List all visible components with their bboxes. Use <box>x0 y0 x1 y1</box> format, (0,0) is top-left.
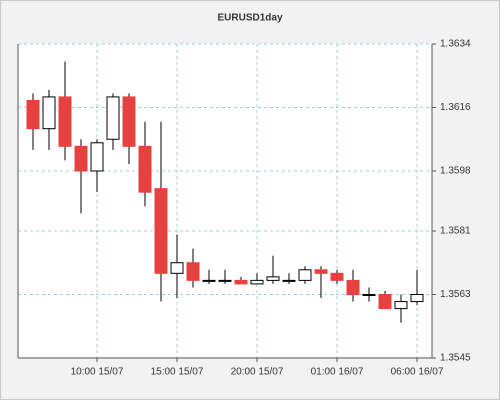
candle-body <box>330 272 344 281</box>
candle-body <box>362 293 376 296</box>
candle-body <box>394 301 408 310</box>
candle-body <box>282 279 296 282</box>
x-tick-label: 06:00 16/07 <box>391 367 444 378</box>
candle-body <box>250 279 264 285</box>
plot-area <box>18 44 432 358</box>
y-tick-label: 1.3616 <box>440 102 471 113</box>
y-tick-label: 1.3634 <box>440 39 471 50</box>
candle-body <box>410 293 424 303</box>
candle-body <box>138 145 152 193</box>
y-tick-label: 1.3581 <box>440 226 471 237</box>
x-tick-label: 01:00 16/07 <box>311 367 364 378</box>
x-tick-label: 15:00 15/07 <box>151 367 204 378</box>
candle-body <box>74 145 88 172</box>
y-tick-label: 1.3545 <box>440 353 471 364</box>
candle-body <box>202 279 216 282</box>
y-tick-label: 1.3598 <box>440 166 471 177</box>
x-tick-label: 20:00 15/07 <box>231 367 284 378</box>
candle-body <box>314 269 328 274</box>
candle-body <box>378 293 392 310</box>
candle-body <box>234 279 248 285</box>
candle-body <box>170 262 184 274</box>
candle-body <box>186 262 200 281</box>
candle-body <box>218 279 232 282</box>
candle-body <box>122 96 136 147</box>
candle-body <box>154 188 168 274</box>
x-tick-label: 10:00 15/07 <box>71 367 124 378</box>
chart-title: EURUSD1day <box>217 13 282 24</box>
candle-body <box>26 99 40 130</box>
candle-body <box>346 279 360 295</box>
candle-body <box>106 96 120 140</box>
y-tick-label: 1.3563 <box>440 289 471 300</box>
candle-body <box>42 96 56 130</box>
candle-body <box>90 142 104 172</box>
candle-body <box>266 276 280 281</box>
candle-body <box>298 269 312 281</box>
candle-body <box>58 96 72 147</box>
